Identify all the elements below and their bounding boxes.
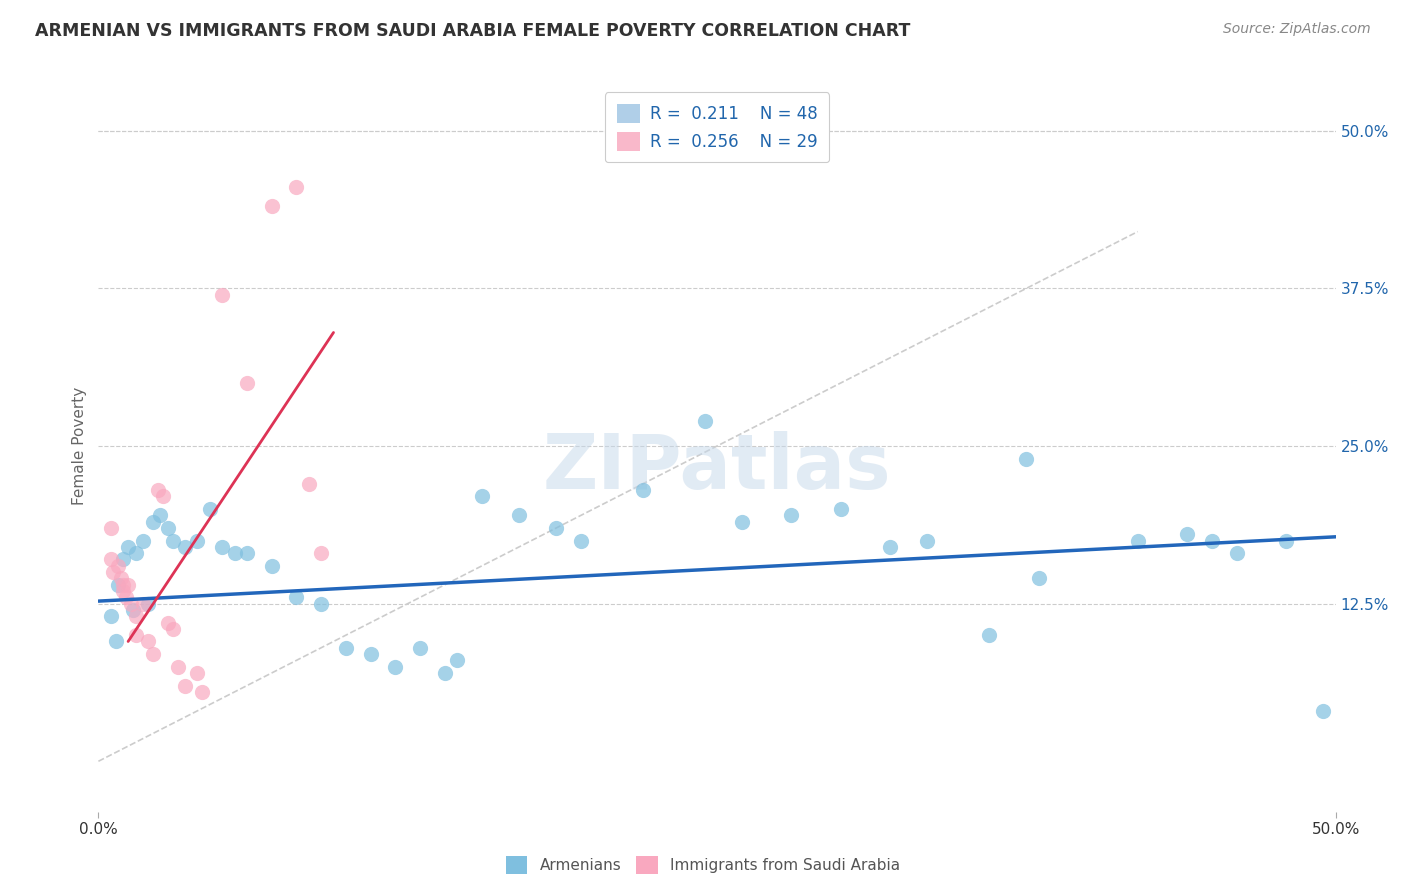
Point (409, 640, 432, 655)
Point (117, 540, 139, 554)
Point (149, 508, 172, 523)
Point (124, 546, 146, 560)
Point (156, 615, 179, 630)
Point (104, 634, 127, 648)
Point (156, 521, 179, 535)
Point (1028, 571, 1050, 585)
Text: ARMENIAN VS IMMIGRANTS FROM SAUDI ARABIA FEMALE POVERTY CORRELATION CHART: ARMENIAN VS IMMIGRANTS FROM SAUDI ARABIA… (35, 22, 911, 40)
Point (384, 659, 406, 673)
Point (136, 597, 159, 611)
Point (1015, 451, 1038, 466)
Point (285, 591, 308, 605)
Point (124, 628, 146, 642)
Point (569, 533, 592, 548)
Point (112, 584, 135, 599)
Point (132, 533, 155, 548)
Point (186, 533, 208, 548)
Point (142, 647, 165, 661)
Point (122, 603, 145, 617)
Point (100, 552, 122, 566)
Point (508, 508, 530, 523)
Point (309, 597, 332, 611)
Point (162, 533, 184, 548)
Point (631, 483, 654, 497)
Point (335, 640, 357, 655)
Point (124, 609, 146, 624)
Point (191, 685, 214, 699)
Point (136, 634, 159, 648)
Point (446, 653, 468, 667)
Point (471, 490, 494, 504)
Point (146, 483, 169, 497)
Point (152, 490, 174, 504)
Point (1201, 533, 1223, 548)
Point (142, 515, 165, 529)
Point (198, 502, 221, 516)
Point (830, 502, 852, 516)
Point (236, 376, 259, 390)
Point (285, 180, 308, 194)
Point (260, 558, 283, 573)
Point (1312, 704, 1334, 718)
Point (103, 565, 125, 579)
Point (917, 533, 939, 548)
Point (309, 546, 332, 560)
Point (117, 578, 139, 592)
Point (107, 578, 129, 592)
Point (211, 287, 233, 301)
Point (100, 609, 122, 624)
Point (110, 571, 132, 585)
Point (186, 665, 208, 680)
Point (879, 540, 901, 554)
Point (693, 414, 716, 428)
Point (780, 508, 803, 523)
Point (114, 591, 136, 605)
Point (546, 521, 568, 535)
Point (112, 578, 135, 592)
Point (107, 558, 129, 573)
Point (174, 679, 197, 693)
Point (979, 628, 1001, 642)
Point (1126, 533, 1149, 548)
Point (174, 540, 197, 554)
Point (120, 597, 142, 611)
Legend: R =  0.211    N = 48, R =  0.256    N = 29: R = 0.211 N = 48, R = 0.256 N = 29 (605, 92, 830, 162)
Text: ZIPatlas: ZIPatlas (543, 431, 891, 505)
Point (360, 647, 382, 661)
Point (1275, 533, 1298, 548)
Point (433, 665, 456, 680)
Point (298, 476, 321, 491)
Y-axis label: Female Poverty: Female Poverty (72, 387, 87, 505)
Point (224, 546, 246, 560)
Point (731, 515, 754, 529)
Point (100, 521, 122, 535)
Point (166, 659, 188, 673)
Point (162, 622, 184, 636)
Point (132, 597, 155, 611)
Point (1175, 527, 1198, 541)
Point (236, 546, 259, 560)
Point (1226, 546, 1249, 560)
Text: Source: ZipAtlas.com: Source: ZipAtlas.com (1223, 22, 1371, 37)
Point (112, 552, 135, 566)
Point (260, 199, 283, 213)
Point (211, 540, 233, 554)
Legend: Armenians, Immigrants from Saudi Arabia: Armenians, Immigrants from Saudi Arabia (499, 850, 907, 880)
